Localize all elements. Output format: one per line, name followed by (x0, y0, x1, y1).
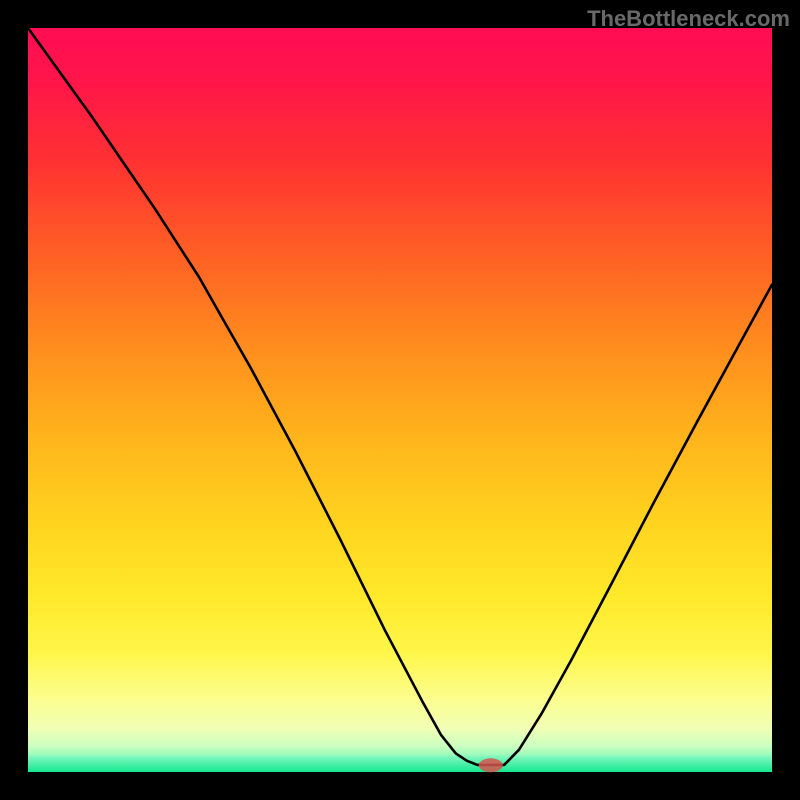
watermark-text: TheBottleneck.com (587, 6, 790, 32)
gradient-plot-area (28, 28, 772, 772)
figure-root: TheBottleneck.com (0, 0, 800, 800)
